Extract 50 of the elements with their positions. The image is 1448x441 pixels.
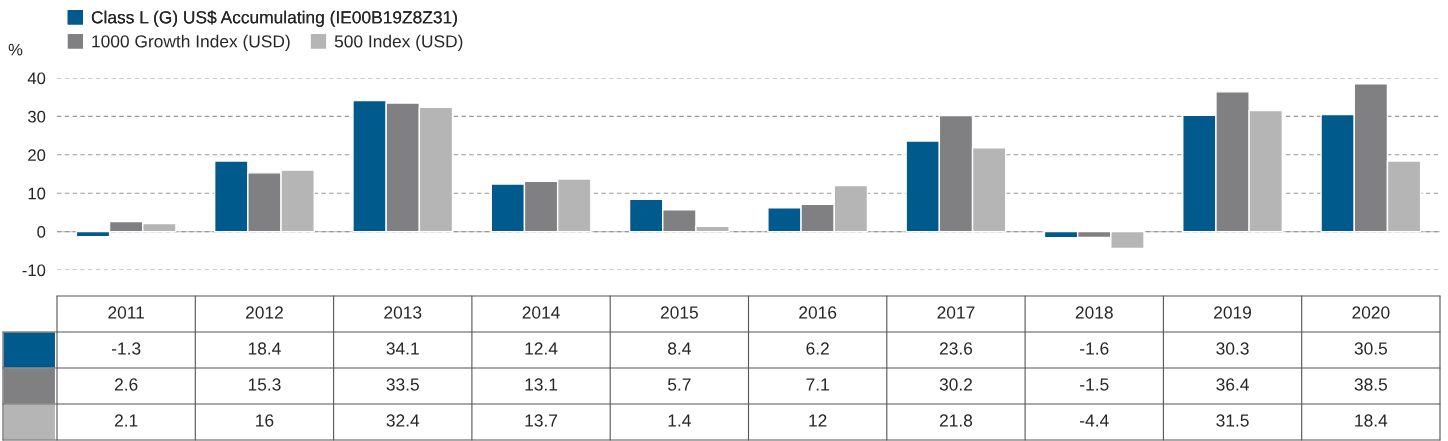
y-axis-title: %: [8, 43, 23, 56]
x-tick-label: 2020: [1352, 306, 1390, 319]
y-tick-label: 30: [27, 110, 46, 123]
data-label: -1.6: [1080, 342, 1109, 355]
x-tick-label: 2019: [1214, 306, 1252, 319]
data-label: 1.4: [668, 414, 691, 427]
data-label: 12: [809, 414, 827, 427]
data-label: 32.4: [386, 414, 420, 427]
data-label: 2.1: [114, 414, 138, 427]
y-tick-label: 40: [27, 72, 46, 85]
data-label: -1.3: [111, 342, 141, 355]
y-tick-label: 20: [28, 149, 46, 161]
data-label: 12.4: [525, 342, 558, 355]
data-label: 30.2: [939, 378, 972, 391]
data-label: 18.4: [1355, 414, 1388, 427]
x-tick-label: 2017: [937, 306, 975, 319]
x-tick-label: 2016: [799, 306, 837, 319]
data-label: 2.6: [114, 378, 138, 391]
data-label: 15.3: [248, 378, 281, 391]
data-label: 7.1: [806, 378, 829, 391]
y-tick-label: 10: [28, 187, 46, 200]
legend-label: Class L (G) US$ Accumulating (IE00B19Z8Z31): [91, 10, 457, 27]
x-tick-label: 2013: [384, 306, 422, 319]
data-label: 31.5: [1216, 414, 1249, 427]
data-label: 13.7: [525, 414, 558, 427]
legend-label: 500 Index (USD): [334, 34, 463, 51]
data-label: 18.4: [248, 342, 281, 355]
data-label: 23.6: [939, 342, 973, 355]
data-label: 5.7: [667, 378, 691, 391]
x-tick-label: 2015: [660, 306, 698, 319]
data-label: 33.5: [386, 378, 419, 391]
data-label: 34.1: [386, 342, 419, 355]
x-tick-label: 2011: [108, 306, 144, 319]
data-label: -4.4: [1080, 414, 1109, 427]
data-label: -1.5: [1080, 378, 1109, 391]
x-tick-label: 2012: [246, 306, 283, 319]
x-tick-label: 2014: [522, 306, 560, 319]
y-tick-label: 0: [37, 226, 46, 238]
data-label: 21.8: [939, 414, 973, 427]
data-label: 38.5: [1354, 378, 1388, 391]
data-label: 30.5: [1354, 342, 1388, 355]
data-label: 30.3: [1216, 342, 1249, 355]
data-label: 36.4: [1216, 378, 1249, 391]
data-label: 6.2: [806, 342, 829, 355]
y-tick-label: -10: [22, 264, 46, 277]
x-tick-label: 2018: [1075, 306, 1113, 319]
data-label: 8.4: [668, 342, 691, 355]
legend-label: 1000 Growth Index (USD): [92, 34, 290, 51]
data-label: 13.1: [525, 378, 558, 391]
data-label: 16: [256, 414, 274, 427]
